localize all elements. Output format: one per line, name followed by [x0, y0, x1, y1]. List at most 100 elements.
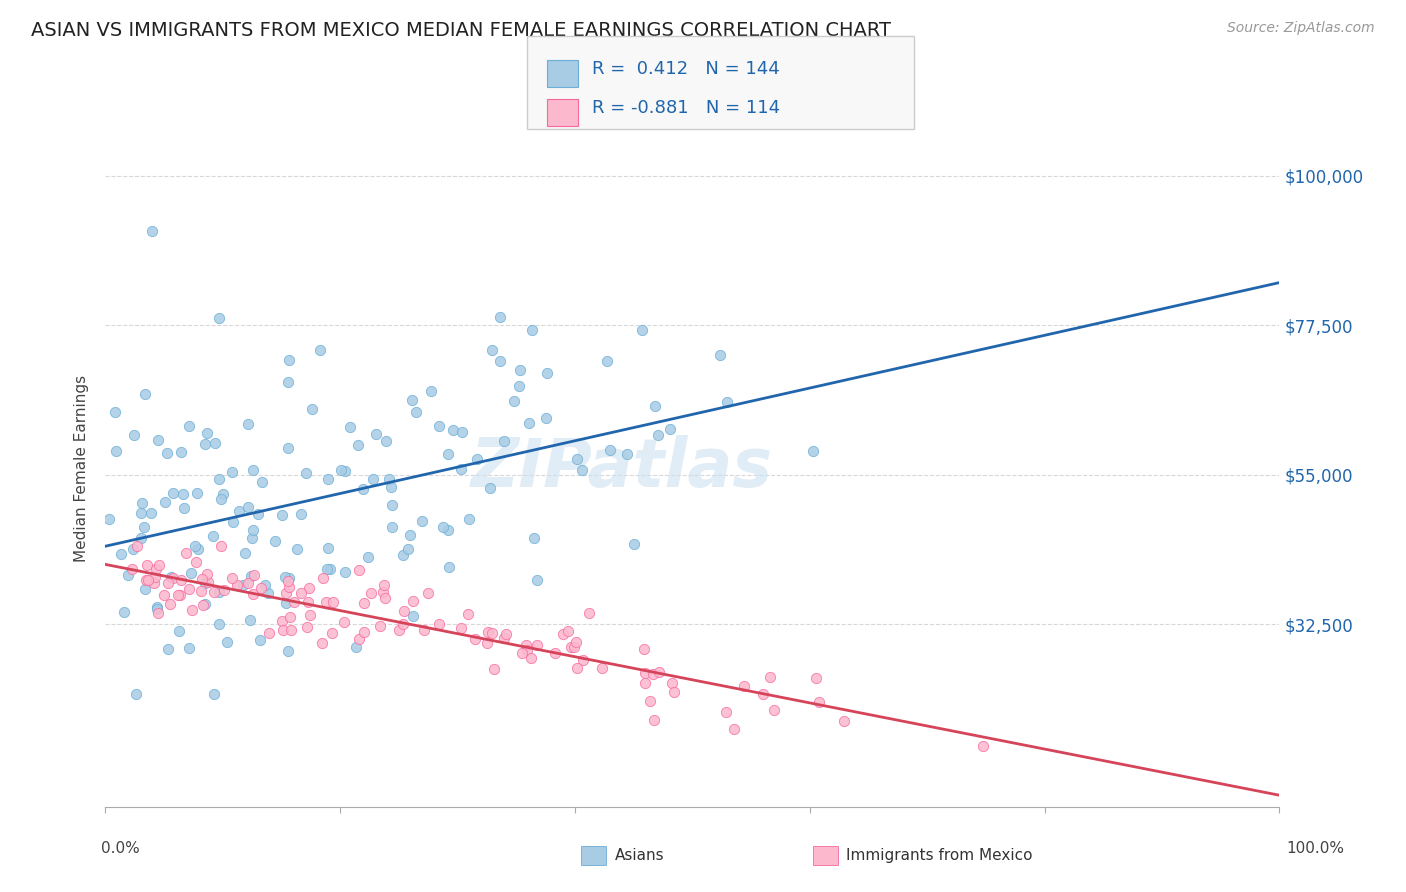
Point [156, 446, 179, 460]
Point [562, 640, 585, 655]
Point [298, 607, 321, 622]
Point [808, 695, 831, 709]
Point [221, 571, 243, 585]
Point [112, 605, 135, 619]
Point [716, 395, 738, 409]
Point [167, 624, 190, 638]
Point [658, 422, 681, 436]
Point [166, 589, 188, 603]
Point [339, 420, 361, 434]
Point [316, 541, 339, 556]
Point [571, 463, 593, 477]
Point [377, 472, 399, 486]
Point [271, 623, 294, 637]
Point [560, 640, 582, 655]
Point [344, 640, 367, 655]
Point [193, 575, 215, 590]
Point [257, 585, 280, 599]
Point [170, 445, 193, 459]
Point [202, 584, 225, 599]
Point [309, 343, 332, 357]
Point [170, 574, 193, 588]
Point [132, 520, 155, 534]
Point [640, 694, 662, 708]
Point [349, 632, 371, 647]
Point [806, 671, 828, 685]
Point [235, 546, 257, 560]
Point [236, 500, 259, 515]
Point [209, 491, 232, 506]
Point [239, 613, 262, 627]
Point [122, 542, 145, 557]
Point [641, 667, 664, 681]
Point [596, 353, 619, 368]
Point [436, 524, 458, 538]
Point [517, 416, 540, 430]
Point [475, 636, 498, 650]
Point [157, 575, 180, 590]
Point [136, 558, 159, 572]
Point [194, 597, 217, 611]
Point [553, 626, 575, 640]
Point [194, 437, 217, 451]
Point [419, 384, 441, 398]
Point [295, 467, 318, 481]
Point [381, 498, 404, 512]
Point [516, 643, 538, 657]
Point [197, 575, 219, 590]
Point [634, 675, 657, 690]
Text: R =  0.412   N = 144: R = 0.412 N = 144 [592, 60, 780, 78]
Point [360, 586, 382, 600]
Point [492, 631, 515, 645]
Point [492, 434, 515, 448]
Point [801, 443, 824, 458]
Point [117, 568, 139, 582]
Point [427, 616, 450, 631]
Point [236, 576, 259, 591]
Point [249, 633, 271, 648]
Point [180, 566, 202, 581]
Point [439, 560, 461, 574]
Point [510, 646, 533, 660]
Point [319, 562, 342, 576]
Point [169, 588, 191, 602]
Point [157, 642, 180, 657]
Point [257, 626, 280, 640]
Point [412, 623, 434, 637]
Point [416, 586, 439, 600]
Point [190, 583, 212, 598]
Point [208, 585, 231, 599]
Point [187, 541, 209, 556]
Point [450, 461, 472, 475]
Text: Asians: Asians [614, 848, 664, 863]
Point [457, 607, 479, 621]
Point [536, 411, 558, 425]
Point [179, 641, 201, 656]
Point [321, 626, 343, 640]
Point [146, 600, 169, 615]
Point [571, 653, 593, 667]
Point [125, 687, 148, 701]
Point [481, 343, 503, 357]
Point [664, 685, 686, 699]
Point [159, 597, 181, 611]
Point [832, 714, 855, 728]
Point [104, 405, 127, 419]
Point [484, 662, 506, 676]
Point [392, 616, 415, 631]
Point [225, 578, 247, 592]
Point [139, 506, 162, 520]
Point [458, 512, 481, 526]
Point [264, 533, 287, 548]
Point [228, 504, 250, 518]
Y-axis label: Median Female Earnings: Median Female Earnings [75, 375, 90, 562]
Point [464, 632, 486, 647]
Point [567, 452, 589, 467]
Point [160, 569, 183, 583]
Point [633, 642, 655, 657]
Point [515, 638, 537, 652]
Point [381, 520, 404, 534]
Point [644, 399, 666, 413]
Point [316, 562, 339, 576]
Point [173, 501, 195, 516]
